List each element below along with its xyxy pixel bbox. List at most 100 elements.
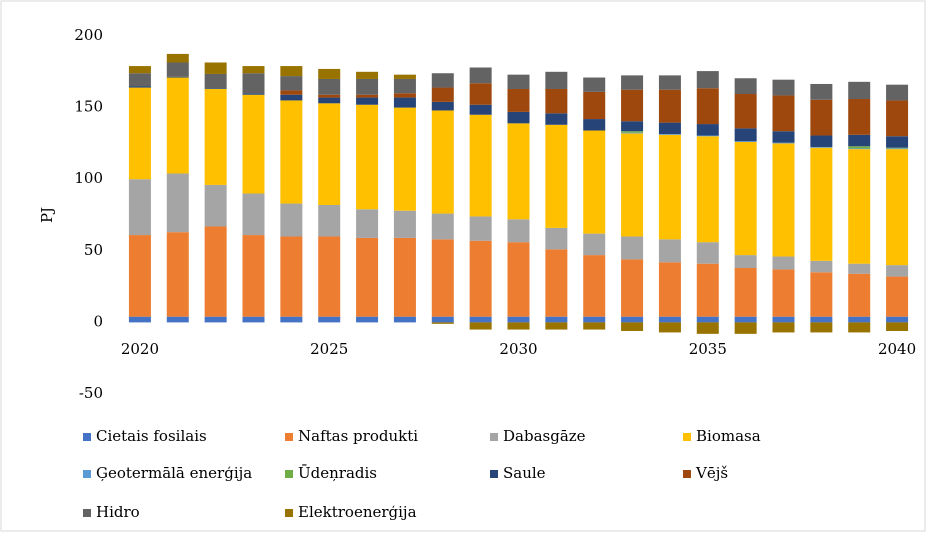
- bar-segment: [204, 184, 227, 227]
- bar-segment: [204, 226, 227, 317]
- bar-segment: [242, 93, 265, 95]
- y-axis-label: PJ: [38, 207, 56, 223]
- bar-segment: [393, 107, 416, 211]
- bar-segment: [583, 77, 606, 92]
- bar-segment: [772, 322, 795, 333]
- legend-label: Naftas produkti: [298, 427, 418, 445]
- bar-segment: [242, 316, 265, 323]
- bar-segment: [507, 74, 530, 89]
- bar-segment: [583, 119, 606, 131]
- bar-segment: [356, 209, 379, 238]
- bar-segment: [810, 316, 833, 323]
- bar-segment: [696, 71, 719, 89]
- y-tick-label: 150: [74, 98, 103, 116]
- legend-marker: [285, 433, 293, 441]
- bar-segment: [696, 322, 719, 334]
- legend-marker: [285, 509, 293, 517]
- bar-segment: [431, 101, 454, 111]
- bar-segment: [507, 123, 530, 220]
- legend-label: Ūdeņradis: [298, 464, 377, 482]
- bar-segment: [318, 97, 341, 104]
- bar-segment: [658, 262, 681, 317]
- bar-segment: [658, 316, 681, 323]
- bar-segment: [318, 68, 341, 79]
- bar-segment: [886, 148, 909, 150]
- bar-segment: [772, 143, 795, 257]
- bar-segment: [469, 83, 492, 105]
- bar-segment: [393, 97, 416, 108]
- bar-segment: [583, 322, 606, 330]
- bar-segment: [658, 75, 681, 90]
- bar-segment: [734, 93, 757, 129]
- bar-segment: [696, 316, 719, 323]
- bar-segment: [583, 233, 606, 256]
- bar-segment: [280, 76, 303, 91]
- bar-segment: [848, 81, 871, 100]
- bar-segment: [772, 269, 795, 317]
- bar-segment: [166, 53, 189, 63]
- bar-segment: [621, 89, 644, 122]
- y-tick-label: -50: [79, 384, 103, 402]
- bar-segment: [848, 273, 871, 317]
- bar-segment: [621, 316, 644, 323]
- bar-segment: [810, 146, 833, 148]
- bar-segment: [621, 132, 644, 134]
- bar-segment: [621, 259, 644, 317]
- bar-segment: [545, 227, 568, 250]
- bar-segment: [431, 110, 454, 214]
- x-tick-label: 2035: [689, 340, 727, 358]
- bar-segment: [431, 87, 454, 102]
- bar-segment: [621, 236, 644, 260]
- bar-segment: [545, 71, 568, 89]
- bar-segment: [696, 136, 719, 243]
- bar-segment: [469, 316, 492, 323]
- bar-segment: [393, 316, 416, 323]
- bar-segment: [734, 141, 757, 256]
- bar-segment: [621, 131, 644, 133]
- bar-segment: [128, 235, 151, 317]
- bar-segment: [545, 322, 568, 330]
- bar-segment: [128, 87, 151, 180]
- x-tick-label: 2025: [310, 340, 348, 358]
- bar-segment: [810, 135, 833, 147]
- bar-segment: [848, 99, 871, 135]
- bar-segment: [583, 91, 606, 120]
- bar-segment: [734, 141, 757, 142]
- bar-segment: [545, 316, 568, 323]
- bar-segment: [431, 73, 454, 88]
- bar-segment: [772, 316, 795, 323]
- y-tick-label: 0: [93, 312, 103, 330]
- bar-segment: [658, 134, 681, 135]
- bar-segment: [848, 322, 871, 333]
- bar-segment: [848, 263, 871, 274]
- bar-segment: [431, 322, 454, 324]
- bar-segment: [886, 100, 909, 137]
- bar-segment: [507, 242, 530, 317]
- bar-segment: [280, 316, 303, 323]
- legend-label: Vējš: [695, 464, 728, 482]
- bar-segment: [242, 235, 265, 317]
- legend-label: Saule: [503, 464, 546, 482]
- bar-segment: [128, 66, 151, 74]
- bar-segment: [886, 84, 909, 101]
- bar-segment: [280, 66, 303, 77]
- bar-segment: [356, 78, 379, 95]
- legend-marker: [83, 509, 91, 517]
- bar-segment: [886, 316, 909, 323]
- x-tick-label: 2040: [878, 340, 916, 358]
- bar-segment: [658, 122, 681, 135]
- x-tick-label: 2030: [499, 340, 537, 358]
- legend-marker: [490, 433, 498, 441]
- bar-segment: [469, 240, 492, 317]
- bar-segment: [166, 77, 189, 174]
- bar-segment: [128, 86, 151, 88]
- legend-label: Ģeotermālā enerģija: [96, 464, 252, 482]
- bar-segment: [431, 316, 454, 323]
- bar-segment: [621, 121, 644, 132]
- legend-marker: [683, 433, 691, 441]
- bar-segment: [734, 316, 757, 323]
- bar-segment: [166, 62, 189, 77]
- bar-segment: [356, 316, 379, 323]
- bar-segment: [280, 90, 303, 95]
